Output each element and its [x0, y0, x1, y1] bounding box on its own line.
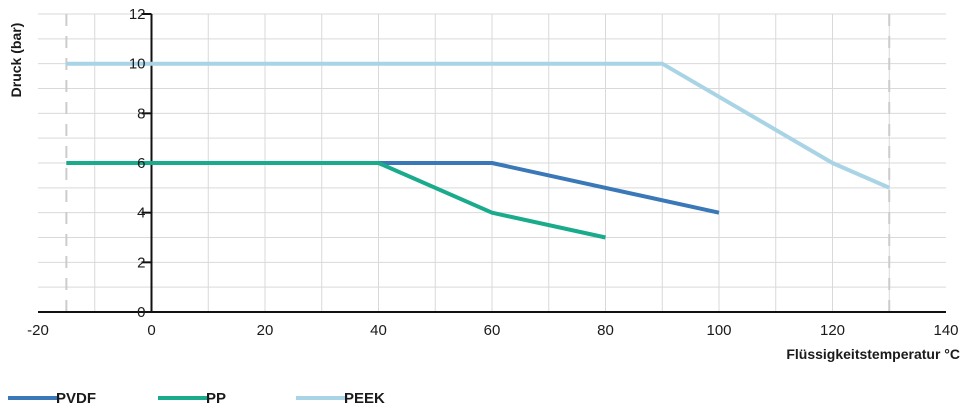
y-axis-title: Druck (bar)	[8, 23, 24, 98]
legend-label-peek: PEEK	[344, 390, 385, 407]
x-tick-label: 100	[706, 322, 731, 339]
x-tick-label: 20	[257, 322, 274, 339]
legend-label-pvdf: PVDF	[56, 390, 96, 407]
y-tick-label: 8	[137, 105, 145, 122]
series-line-pp	[66, 161, 606, 240]
tick-labels: 0 2 4 6 8 10 12 -20 0 20 40 60 80 100 120 140	[27, 6, 958, 339]
y-tick-label: 2	[137, 254, 145, 271]
y-tick-label: 0	[137, 304, 145, 321]
legend-label-pp: PP	[206, 390, 226, 407]
x-tick-label: 0	[147, 322, 155, 339]
x-tick-label: 40	[370, 322, 387, 339]
x-tick-label: 60	[484, 322, 501, 339]
series-lines	[66, 61, 891, 240]
y-tick-label: 6	[137, 155, 145, 172]
x-tick-label: 80	[597, 322, 614, 339]
x-axis-title: Flüssigkeitstemperatur °C	[786, 346, 960, 362]
x-tick-label: -20	[27, 322, 49, 339]
x-tick-label: 120	[820, 322, 845, 339]
y-tick-label: 12	[129, 6, 146, 23]
x-tick-label: 140	[933, 322, 958, 339]
y-tick-label: 10	[129, 56, 146, 73]
y-tick-label: 4	[137, 205, 145, 222]
legend: PVDF PP PEEK	[8, 390, 385, 407]
series-line-peek	[66, 61, 891, 190]
